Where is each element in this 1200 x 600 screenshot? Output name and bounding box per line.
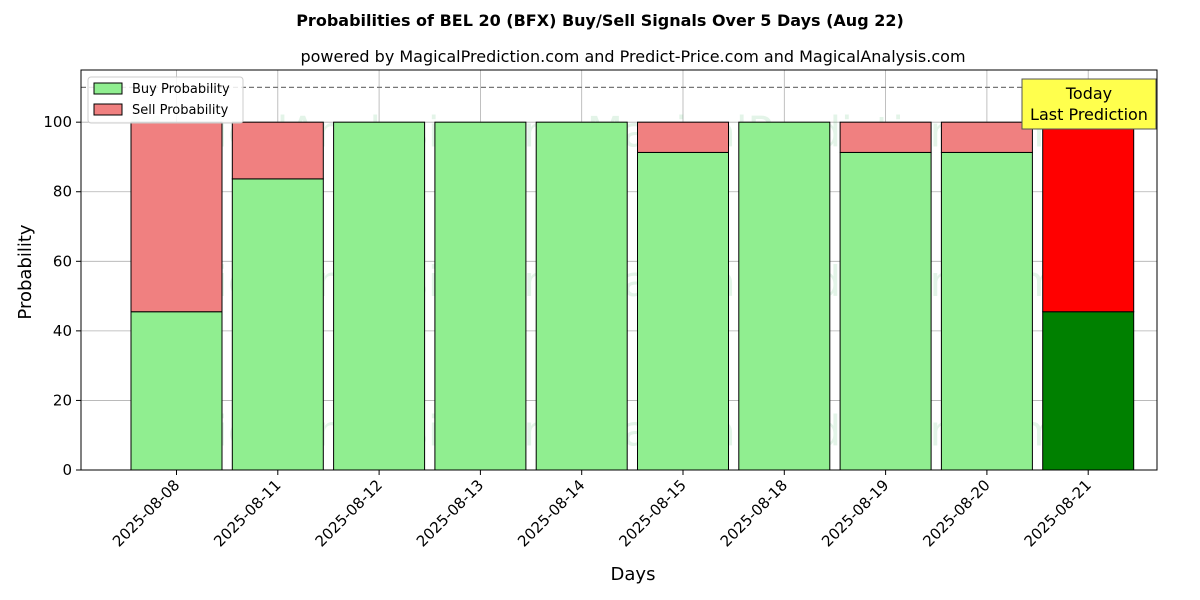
bar-sell-2025-08-11 (231, 121, 324, 180)
x-axis-label: Days (611, 564, 656, 585)
bar-buy-2025-08-12 (333, 121, 426, 471)
y-tick-label-3: 60 (53, 252, 72, 270)
y-axis-ticks: 0 20 40 60 80 100 (43, 113, 81, 479)
y-tick-label-0: 0 (62, 461, 72, 479)
bar-buy-2025-08-19 (839, 151, 932, 471)
y-tick-label-4: 80 (53, 183, 72, 201)
bar-sell-2025-08-15 (637, 121, 729, 153)
bars (130, 121, 1135, 471)
bar-buy-2025-08-13 (434, 121, 527, 471)
bar-sell-2025-08-20 (940, 121, 1033, 153)
today-annotation-line1: Today (1065, 84, 1112, 103)
y-tick-label-2: 40 (53, 322, 72, 340)
bar-buy-2025-08-15 (637, 151, 729, 471)
y-axis-label: Probability (15, 224, 36, 319)
legend-buy-label: Buy Probability (132, 82, 230, 97)
today-annotation-line2: Last Prediction (1030, 105, 1148, 124)
bar-sell-2025-08-19 (839, 121, 932, 153)
chart-title: Probabilities of BEL 20 (BFX) Buy/Sell S… (296, 11, 904, 30)
bar-sell-2025-08-08 (130, 121, 223, 313)
legend-box (87, 76, 244, 124)
y-tick-label-1: 20 (53, 391, 72, 409)
legend-sell-swatch (93, 103, 123, 116)
bar-buy-2025-08-08 (130, 311, 223, 471)
bar-buy-2025-08-21 (1042, 311, 1135, 471)
bar-buy-2025-08-14 (535, 121, 628, 471)
legend: Buy Probability Sell Probability (87, 76, 244, 124)
bar-buy-2025-08-11 (231, 178, 324, 471)
legend-buy-swatch (93, 82, 123, 95)
plot-frame (80, 69, 1158, 471)
y-tick-label-5: 100 (43, 113, 72, 131)
today-annotation: Today Last Prediction (1021, 78, 1157, 130)
bar-buy-2025-08-20 (940, 151, 1033, 471)
legend-sell-label: Sell Probability (132, 103, 229, 118)
bar-buy-2025-08-18 (738, 121, 831, 471)
bar-sell-2025-08-21 (1042, 121, 1135, 313)
today-annotation-box (1021, 78, 1157, 130)
chart-subtitle: powered by MagicalPrediction.com and Pre… (300, 47, 965, 66)
